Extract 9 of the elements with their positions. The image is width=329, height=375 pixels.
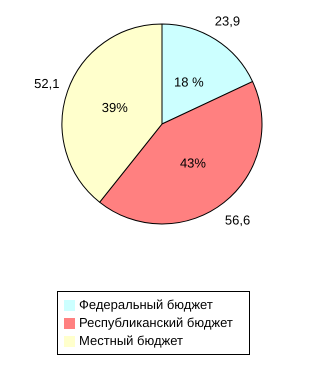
- text: 39%: [102, 100, 128, 115]
- data-label: 52,1: [34, 76, 60, 92]
- legend-label: Местный бюджет: [79, 333, 183, 348]
- data-label: 56,6: [224, 212, 250, 228]
- text: 43%: [180, 156, 206, 171]
- text: 18 %: [174, 74, 204, 90]
- legend-label: Федеральный бюджет: [79, 297, 213, 312]
- legend-label: Республиканский бюджет: [79, 315, 233, 330]
- data-label: 23,9: [214, 14, 240, 29]
